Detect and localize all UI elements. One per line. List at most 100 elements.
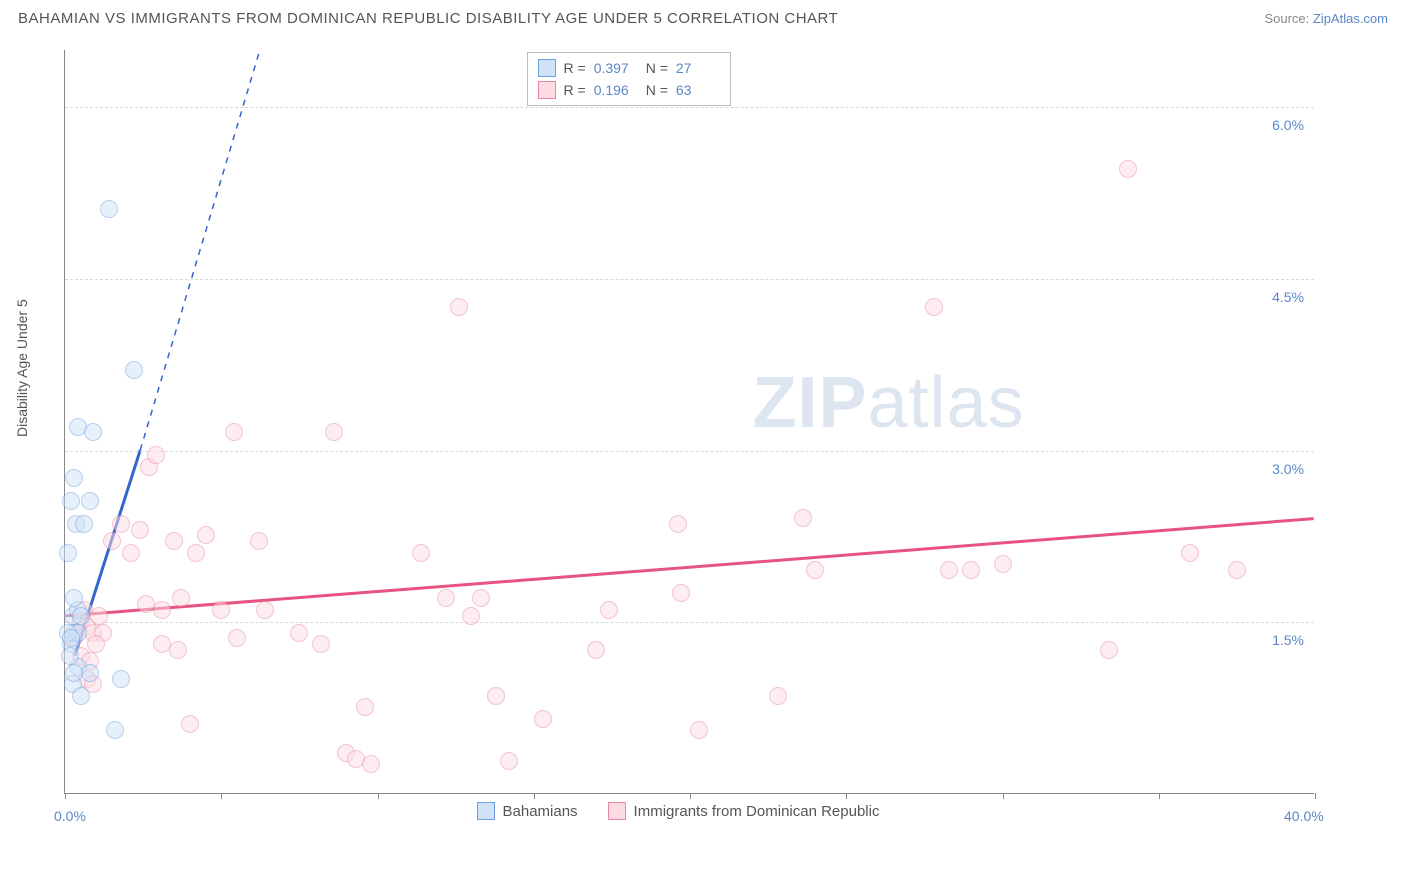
legend-series-label: Bahamians bbox=[503, 803, 578, 820]
x-tick bbox=[65, 793, 66, 799]
scatter-point bbox=[472, 589, 490, 607]
legend-swatch bbox=[608, 802, 626, 820]
x-axis-max-label: 40.0% bbox=[1284, 808, 1324, 824]
scatter-point bbox=[1119, 160, 1137, 178]
legend-r-value: 0.397 bbox=[594, 60, 638, 76]
y-tick-label: 4.5% bbox=[1272, 289, 1304, 305]
scatter-point bbox=[672, 584, 690, 602]
y-tick-label: 1.5% bbox=[1272, 632, 1304, 648]
scatter-point bbox=[487, 687, 505, 705]
x-tick bbox=[1159, 793, 1160, 799]
legend-n-label: N = bbox=[646, 60, 668, 76]
legend-r-label: R = bbox=[564, 82, 586, 98]
x-tick bbox=[378, 793, 379, 799]
legend-swatch bbox=[538, 59, 556, 77]
scatter-point bbox=[600, 601, 618, 619]
scatter-point bbox=[59, 544, 77, 562]
watermark: ZIPatlas bbox=[753, 362, 1025, 444]
scatter-point bbox=[100, 200, 118, 218]
x-tick bbox=[1315, 793, 1316, 799]
scatter-point bbox=[81, 492, 99, 510]
scatter-point bbox=[62, 492, 80, 510]
scatter-point bbox=[187, 544, 205, 562]
gridline bbox=[65, 107, 1314, 108]
scatter-point bbox=[172, 589, 190, 607]
legend-r-label: R = bbox=[564, 60, 586, 76]
scatter-point bbox=[412, 544, 430, 562]
scatter-point bbox=[125, 361, 143, 379]
scatter-point bbox=[103, 532, 121, 550]
scatter-point bbox=[87, 635, 105, 653]
scatter-point bbox=[940, 561, 958, 579]
scatter-point bbox=[806, 561, 824, 579]
scatter-point bbox=[669, 515, 687, 533]
scatter-point bbox=[925, 298, 943, 316]
x-tick bbox=[221, 793, 222, 799]
scatter-point bbox=[250, 532, 268, 550]
legend-stats-row: R =0.196N =63 bbox=[538, 79, 720, 101]
x-tick bbox=[1003, 793, 1004, 799]
scatter-point bbox=[225, 423, 243, 441]
scatter-point bbox=[61, 647, 79, 665]
gridline bbox=[65, 279, 1314, 280]
chart-title: BAHAMIAN VS IMMIGRANTS FROM DOMINICAN RE… bbox=[18, 10, 838, 27]
source-prefix: Source: bbox=[1264, 11, 1312, 26]
y-tick-label: 6.0% bbox=[1272, 117, 1304, 133]
scatter-point bbox=[362, 755, 380, 773]
y-axis-label: Disability Age Under 5 bbox=[14, 299, 30, 437]
scatter-point bbox=[450, 298, 468, 316]
scatter-point bbox=[112, 670, 130, 688]
scatter-point bbox=[212, 601, 230, 619]
scatter-point bbox=[106, 721, 124, 739]
scatter-point bbox=[462, 607, 480, 625]
chart-container: Disability Age Under 5 ZIPatlas 1.5%3.0%… bbox=[18, 42, 1388, 832]
scatter-point bbox=[962, 561, 980, 579]
scatter-point bbox=[690, 721, 708, 739]
scatter-point bbox=[84, 423, 102, 441]
scatter-point bbox=[256, 601, 274, 619]
scatter-point bbox=[147, 446, 165, 464]
scatter-point bbox=[500, 752, 518, 770]
scatter-point bbox=[994, 555, 1012, 573]
source-attribution: Source: ZipAtlas.com bbox=[1264, 11, 1388, 26]
scatter-point bbox=[72, 687, 90, 705]
legend-stats-row: R = 0.397 N = 27 bbox=[538, 57, 720, 79]
x-tick bbox=[690, 793, 691, 799]
scatter-point bbox=[65, 469, 83, 487]
plot-area: ZIPatlas 1.5% 3.0% 4.5% 6.0% bbox=[64, 50, 1314, 794]
scatter-point bbox=[81, 664, 99, 682]
x-tick bbox=[534, 793, 535, 799]
source-link[interactable]: ZipAtlas.com bbox=[1313, 11, 1388, 26]
legend-n-label: N = bbox=[646, 82, 668, 98]
legend-n-value: 27 bbox=[676, 60, 720, 76]
x-tick bbox=[846, 793, 847, 799]
scatter-point bbox=[65, 589, 83, 607]
gridline bbox=[65, 622, 1314, 623]
scatter-point bbox=[90, 607, 108, 625]
legend-series-item: Immigrants from Dominican Republic bbox=[608, 802, 880, 820]
scatter-point bbox=[1228, 561, 1246, 579]
legend-swatch bbox=[477, 802, 495, 820]
watermark-zip: ZIP bbox=[753, 363, 868, 443]
scatter-point bbox=[153, 601, 171, 619]
scatter-point bbox=[165, 532, 183, 550]
legend-r-value: 0.196 bbox=[594, 82, 638, 98]
scatter-point bbox=[1181, 544, 1199, 562]
scatter-point bbox=[356, 698, 374, 716]
scatter-point bbox=[72, 607, 90, 625]
scatter-point bbox=[65, 664, 83, 682]
trend-line bbox=[140, 50, 284, 450]
scatter-point bbox=[228, 629, 246, 647]
watermark-rest: atlas bbox=[868, 363, 1025, 443]
scatter-point bbox=[325, 423, 343, 441]
scatter-point bbox=[437, 589, 455, 607]
scatter-point bbox=[131, 521, 149, 539]
y-tick-label: 3.0% bbox=[1272, 461, 1304, 477]
scatter-point bbox=[534, 710, 552, 728]
scatter-point bbox=[290, 624, 308, 642]
scatter-point bbox=[181, 715, 199, 733]
scatter-point bbox=[169, 641, 187, 659]
legend-series-item: Bahamians bbox=[477, 802, 578, 820]
scatter-point bbox=[794, 509, 812, 527]
legend-series-label: Immigrants from Dominican Republic bbox=[634, 803, 880, 820]
